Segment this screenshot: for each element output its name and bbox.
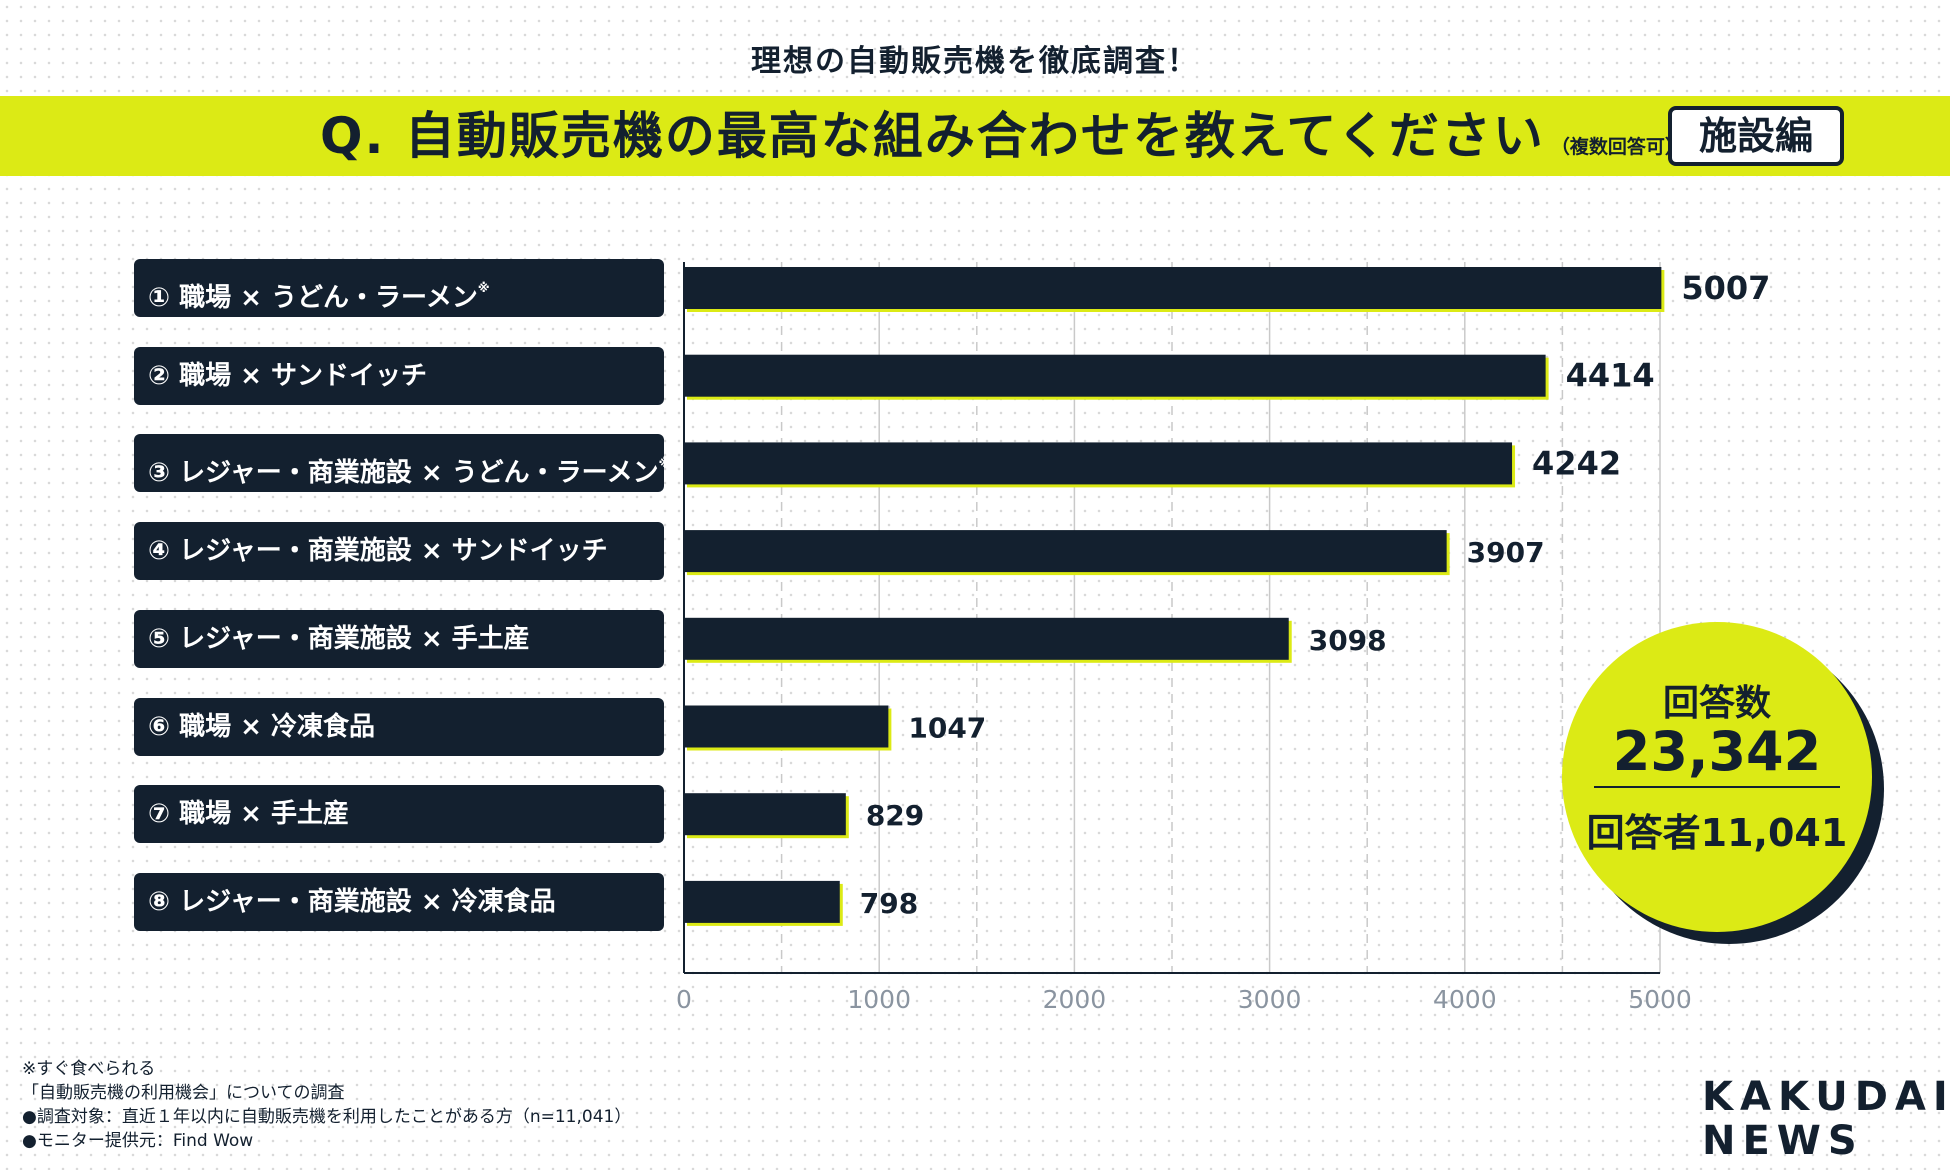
category-tag: 施設編 [1668, 106, 1844, 166]
x-tick-label: 3000 [1238, 985, 1302, 1014]
x-tick-label: 0 [676, 985, 692, 1014]
category-label-text: ① 職場 × うどん・ラーメン [148, 283, 478, 313]
value-label: 4242 [1532, 444, 1621, 482]
category-label: ③ レジャー・商業施設 × うどん・ラーメン※ [134, 434, 664, 493]
bar [684, 793, 846, 836]
footnote-line: 「自動販売機の利用機会」についての調査 [22, 1083, 345, 1103]
category-label-text: ② 職場 × サンドイッチ [148, 360, 427, 391]
category-label-text: ③ レジャー・商業施設 × うどん・ラーメン [148, 458, 659, 489]
bar [684, 705, 889, 748]
question-title: Q. 自動販売機の最高な組み合わせを教えてください （複数回答可） [320, 104, 1684, 168]
bar [684, 442, 1513, 485]
survey-subtitle: 理想の自動販売機を徹底調査！ [751, 44, 1199, 79]
footnote-line: ●調査対象：直近１年以内に自動販売機を利用したことがある方（n=11,041） [22, 1107, 632, 1127]
value-label: 798 [860, 887, 918, 920]
category-label-text: ⑤ レジャー・商業施設 × 手土産 [148, 623, 530, 654]
x-tick-label: 1000 [847, 985, 911, 1014]
value-label: 5007 [1681, 269, 1770, 307]
value-label: 4414 [1566, 357, 1655, 395]
footnote-line: ※すぐ食べられる [22, 1059, 156, 1079]
bar [684, 267, 1662, 309]
category-label: ② 職場 × サンドイッチ [134, 346, 664, 405]
bar [684, 354, 1546, 397]
question-banner [0, 96, 1950, 176]
kakudai-news-logo: KAKUDAI NEWS [1702, 1074, 1950, 1164]
category-label: ⑥ 職場 × 冷凍食品 [134, 697, 664, 756]
logo-line-2: NEWS [1702, 1118, 1864, 1164]
category-label: ⑧ レジャー・商業施設 × 冷凍食品 [134, 872, 664, 931]
category-label: ④ レジャー・商業施設 × サンドイッチ [134, 522, 664, 581]
bar [684, 617, 1289, 660]
value-label: 829 [866, 799, 924, 832]
bar-chart: 0 1000 2000 3000 4000 5000 5007 4414 4242 3907 309… [676, 262, 1770, 1014]
badge-total-responses: 23,342 [1612, 720, 1822, 783]
x-tick-label: 2000 [1043, 985, 1107, 1014]
value-label: 3098 [1309, 624, 1387, 657]
bar [684, 530, 1447, 573]
footnote-mark: ※ [477, 281, 490, 295]
badge-label: 回答数 [1662, 683, 1771, 724]
x-tick-label: 4000 [1433, 985, 1497, 1014]
category-label-text: ⑦ 職場 × 手土産 [148, 799, 349, 830]
category-label: ① 職場 × うどん・ラーメン※ [134, 259, 664, 317]
badge-respondents: 回答者11,041 [1586, 811, 1848, 855]
bar [684, 880, 840, 923]
question-text: Q. 自動販売機の最高な組み合わせを教えてください [320, 107, 1545, 165]
logo-line-1: KAKUDAI [1702, 1074, 1950, 1120]
category-label: ⑤ レジャー・商業施設 × 手土産 [134, 609, 664, 668]
category-label: ⑦ 職場 × 手土産 [134, 785, 664, 844]
category-label-text: ⑥ 職場 × 冷凍食品 [148, 711, 375, 742]
question-note: （複数回答可） [1550, 136, 1684, 158]
category-label-text: ⑧ レジャー・商業施設 × 冷凍食品 [148, 886, 556, 917]
response-count-badge: 回答数 23,342 回答者11,041 [1562, 622, 1872, 932]
badge-divider [1594, 786, 1840, 788]
x-tick-label: 5000 [1628, 985, 1692, 1014]
footnote-line: ●モニター提供元：Find Wow [22, 1131, 254, 1151]
footnotes: ※すぐ食べられる 「自動販売機の利用機会」についての調査 ●調査対象：直近１年以… [22, 1057, 922, 1153]
value-label: 1047 [908, 712, 986, 745]
footnote-mark: ※ [659, 456, 664, 470]
category-label-text: ④ レジャー・商業施設 × サンドイッチ [148, 536, 608, 567]
value-label: 3907 [1467, 536, 1545, 569]
